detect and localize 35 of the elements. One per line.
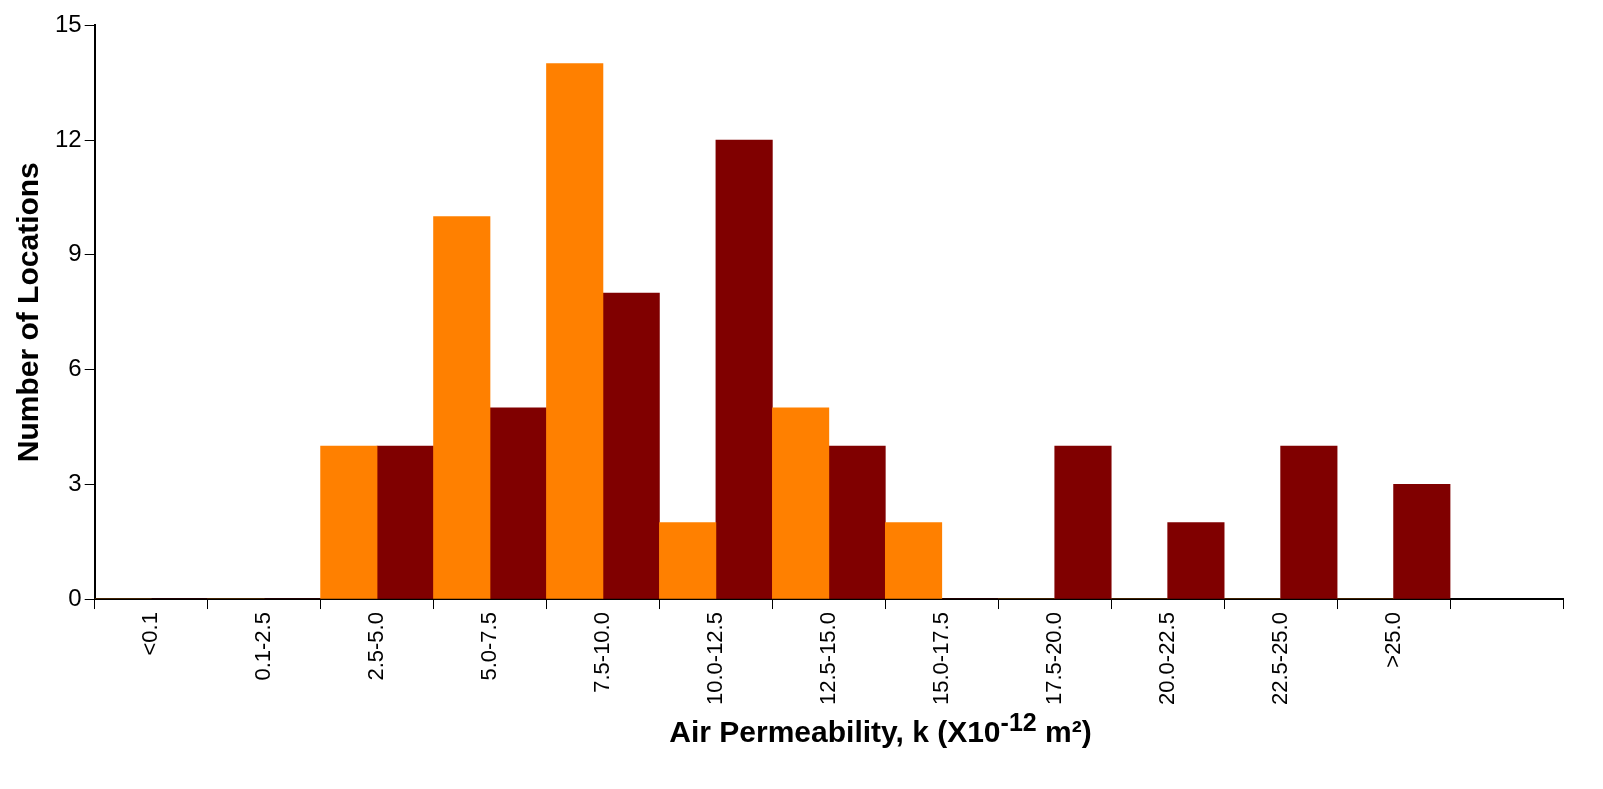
bar [715, 139, 773, 599]
y-axis-title: Number of Locations [11, 162, 45, 463]
bar [1167, 522, 1225, 599]
bar [659, 522, 717, 599]
y-tick-label: 3 [68, 468, 82, 496]
y-tick-label: 6 [68, 354, 82, 382]
bar [320, 445, 378, 599]
bar [546, 63, 604, 599]
x-tick-label: 10.0-12.5 [701, 612, 727, 706]
x-tick-label: >25.0 [1379, 612, 1405, 668]
x-tick-label: 7.5-10.0 [589, 612, 615, 693]
x-tick-label: 17.5-20.0 [1040, 612, 1066, 706]
y-tick-label: 0 [68, 583, 82, 611]
bar [489, 407, 547, 599]
x-tick-label: 15.0-17.5 [927, 612, 953, 706]
x-tick-label: 20.0-22.5 [1153, 612, 1179, 706]
bar [1054, 445, 1112, 599]
bar [828, 445, 886, 599]
x-tick-label: 22.5-25.0 [1266, 612, 1292, 706]
bar [772, 407, 830, 599]
bar [1280, 445, 1338, 599]
bar [884, 522, 943, 599]
bar [433, 216, 491, 599]
x-tick-label: 5.0-7.5 [476, 612, 502, 681]
bar [1393, 483, 1451, 599]
bar [376, 445, 434, 599]
x-tick-label: 2.5-5.0 [363, 612, 389, 681]
x-axis-title: Air Permeability, k (X10$^{-12}$ m²) [668, 708, 1093, 749]
y-tick-label: 15 [54, 10, 82, 38]
x-tick-label: 12.5-15.0 [814, 612, 840, 706]
y-tick-label: 9 [68, 239, 82, 267]
bar [602, 292, 660, 599]
x-tick-label: <0.1 [137, 612, 163, 656]
x-tick-label: 0.1-2.5 [250, 612, 276, 681]
y-tick-label: 12 [54, 124, 82, 152]
